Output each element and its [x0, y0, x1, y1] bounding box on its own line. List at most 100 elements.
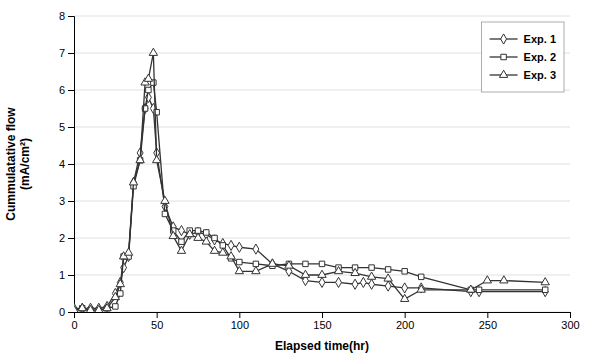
marker [319, 277, 325, 287]
tick-mark [68, 201, 74, 202]
marker [111, 292, 119, 299]
marker [162, 211, 167, 216]
legend-label: Exp. 2 [524, 51, 556, 63]
legend-label: Exp. 1 [524, 33, 556, 45]
series-line [74, 53, 545, 310]
marker [352, 279, 358, 289]
marker [402, 269, 407, 274]
x-axis: 050100150200250300 [71, 312, 579, 331]
marker [169, 231, 177, 238]
marker [149, 48, 157, 55]
marker [303, 261, 308, 266]
marker [384, 274, 392, 281]
legend-item: Exp. 3 [490, 69, 556, 81]
marker [161, 196, 169, 203]
marker [385, 267, 390, 272]
tick-mark [68, 275, 74, 276]
marker [227, 252, 235, 259]
marker [118, 291, 123, 296]
tick: 100 [231, 312, 249, 331]
tick: 8 [59, 10, 74, 22]
tick-label: 200 [396, 319, 414, 331]
chart: 050100150200250300012345678Exp. 1Exp. 2E… [0, 0, 592, 358]
marker [202, 237, 210, 244]
tick: 7 [59, 47, 74, 59]
legend-item: Exp. 2 [490, 51, 556, 63]
tick: 0 [59, 306, 74, 318]
marker [369, 265, 374, 270]
marker [124, 248, 132, 255]
tick: 2 [59, 232, 74, 244]
marker [219, 248, 227, 255]
tick: 3 [59, 195, 74, 207]
tick-mark [68, 53, 74, 54]
marker [367, 272, 375, 279]
tick-label: 300 [561, 319, 579, 331]
series-line [74, 83, 545, 311]
marker [212, 235, 218, 245]
marker [236, 242, 242, 252]
marker [210, 246, 218, 253]
tick-mark [68, 164, 74, 165]
marker [285, 261, 293, 268]
marker [129, 178, 137, 185]
marker [179, 239, 184, 244]
marker [319, 261, 324, 266]
marker [360, 277, 366, 287]
legend-frame [482, 22, 564, 92]
tick-label: 0 [71, 319, 77, 331]
tick-label: 250 [479, 319, 497, 331]
tick-label: 5 [59, 121, 65, 133]
marker [268, 259, 276, 266]
tick: 6 [59, 84, 74, 96]
legend-marker [499, 70, 507, 77]
marker [418, 274, 423, 279]
marker [235, 266, 243, 273]
tick-label: 100 [231, 319, 249, 331]
legend: Exp. 1 Exp. 2 Exp. 3 [482, 22, 564, 92]
y-axis: 0 1 2 3 4 5 6 7 8 [59, 10, 75, 318]
marker [476, 287, 481, 292]
marker [541, 278, 549, 285]
tick-label: 7 [59, 47, 65, 59]
tick-label: 1 [59, 269, 65, 281]
tick-mark [570, 312, 571, 318]
marker [86, 305, 94, 312]
marker [542, 287, 548, 297]
tick: 50 [151, 312, 163, 331]
tick-label: 4 [59, 158, 65, 170]
y-axis-title-line: Cummulatative flow [4, 107, 18, 221]
tick-mark [405, 312, 406, 318]
tick-label: 2 [59, 232, 65, 244]
tick: 200 [396, 312, 414, 331]
x-axis-title: Elapsed time(hr) [275, 339, 369, 353]
axis-line [75, 313, 571, 319]
marker [351, 268, 359, 275]
tick-mark [68, 238, 74, 239]
marker [144, 74, 152, 81]
y-axis-title: Cummulatative flow(mA/cm²) [4, 107, 32, 221]
marker [177, 246, 185, 253]
series-markers [74, 48, 549, 312]
marker [542, 287, 547, 292]
tick-label: 3 [59, 195, 65, 207]
data [74, 48, 549, 312]
marker [179, 226, 185, 236]
tick-mark [322, 312, 323, 318]
marker [113, 304, 118, 309]
grid-line [74, 201, 570, 202]
marker [146, 87, 151, 92]
marker [334, 266, 342, 273]
tick: 0 [71, 312, 77, 331]
tick-mark [68, 312, 74, 313]
tick-mark [68, 16, 74, 17]
plot: 050100150200250300012345678Exp. 1Exp. 2E… [59, 10, 580, 331]
tick-label: 50 [151, 319, 163, 331]
marker [136, 155, 144, 162]
marker [500, 276, 508, 283]
marker [385, 281, 391, 291]
marker [194, 233, 202, 240]
marker [228, 240, 234, 250]
tick-mark [239, 312, 240, 318]
grid-line [74, 16, 570, 17]
